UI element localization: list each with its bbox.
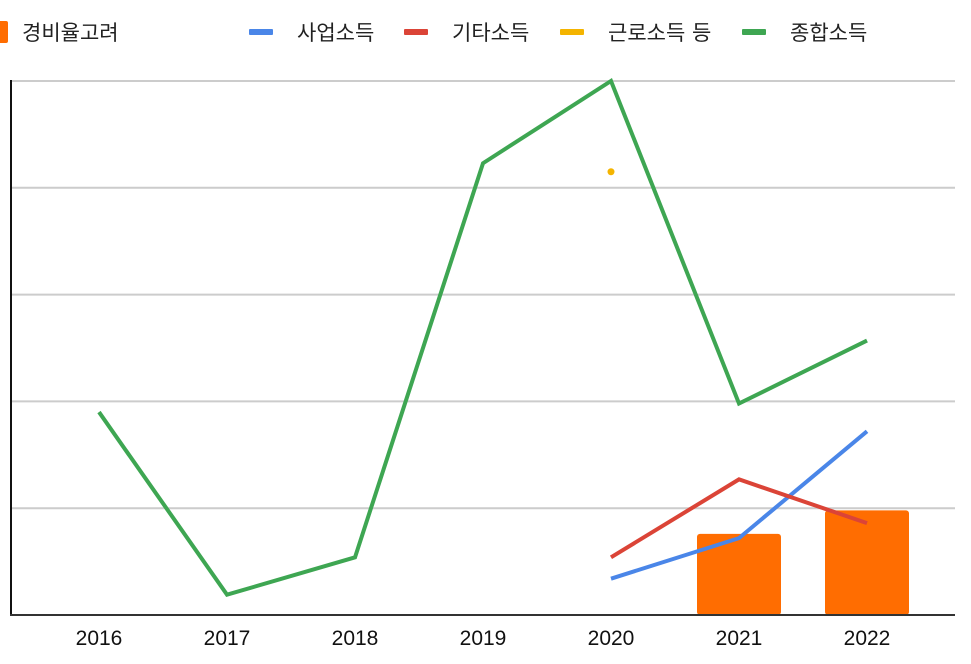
legend-label: 근로소득 등 — [608, 21, 712, 45]
orange-bar-swatch-icon — [0, 21, 8, 43]
x-axis-label: 2021 — [716, 627, 763, 650]
gridlines — [11, 80, 955, 510]
x-axis-label: 2016 — [76, 627, 123, 650]
red-line-swatch-icon — [404, 29, 428, 35]
x-axis-label: 2020 — [588, 627, 635, 650]
legend-label: 기타소득 — [452, 21, 530, 45]
x-axis-label: 2022 — [844, 627, 891, 650]
data-point[interactable] — [607, 168, 615, 176]
x-axis-label: 2018 — [332, 627, 379, 650]
line-사업소득[interactable] — [610, 429, 869, 581]
x-axis-label: 2019 — [460, 627, 507, 650]
legend-item-business-income[interactable]: 사업소득 — [249, 14, 374, 50]
yellow-line-swatch-icon — [560, 29, 584, 35]
legend-label: 종합소득 — [790, 21, 868, 45]
legend-item-other-income[interactable]: 기타소득 — [404, 14, 529, 50]
x-axis-labels: 2016 2017 2018 2019 2020 2021 2022 — [76, 627, 891, 650]
chart-legend: 경비율고려 사업소득 기타소득 근로소득 등 종합소득 — [0, 14, 971, 50]
bar-2021[interactable] — [697, 533, 781, 615]
legend-item-earned-income[interactable]: 근로소득 등 — [560, 14, 711, 50]
blue-line-swatch-icon — [249, 29, 273, 35]
line-기타소득[interactable] — [609, 477, 868, 560]
green-line-swatch-icon — [742, 29, 766, 35]
legend-item-expense-ratio[interactable]: 경비율고려 — [0, 14, 119, 50]
legend-item-comprehensive-income[interactable]: 종합소득 — [742, 14, 867, 50]
x-axis-label: 2017 — [204, 627, 251, 650]
line-종합소득[interactable] — [97, 78, 868, 598]
bar-series — [697, 510, 909, 615]
line-series — [97, 78, 869, 598]
legend-label: 경비율고려 — [22, 21, 119, 45]
bar-2022[interactable] — [825, 510, 909, 615]
legend-label: 사업소득 — [297, 21, 375, 45]
